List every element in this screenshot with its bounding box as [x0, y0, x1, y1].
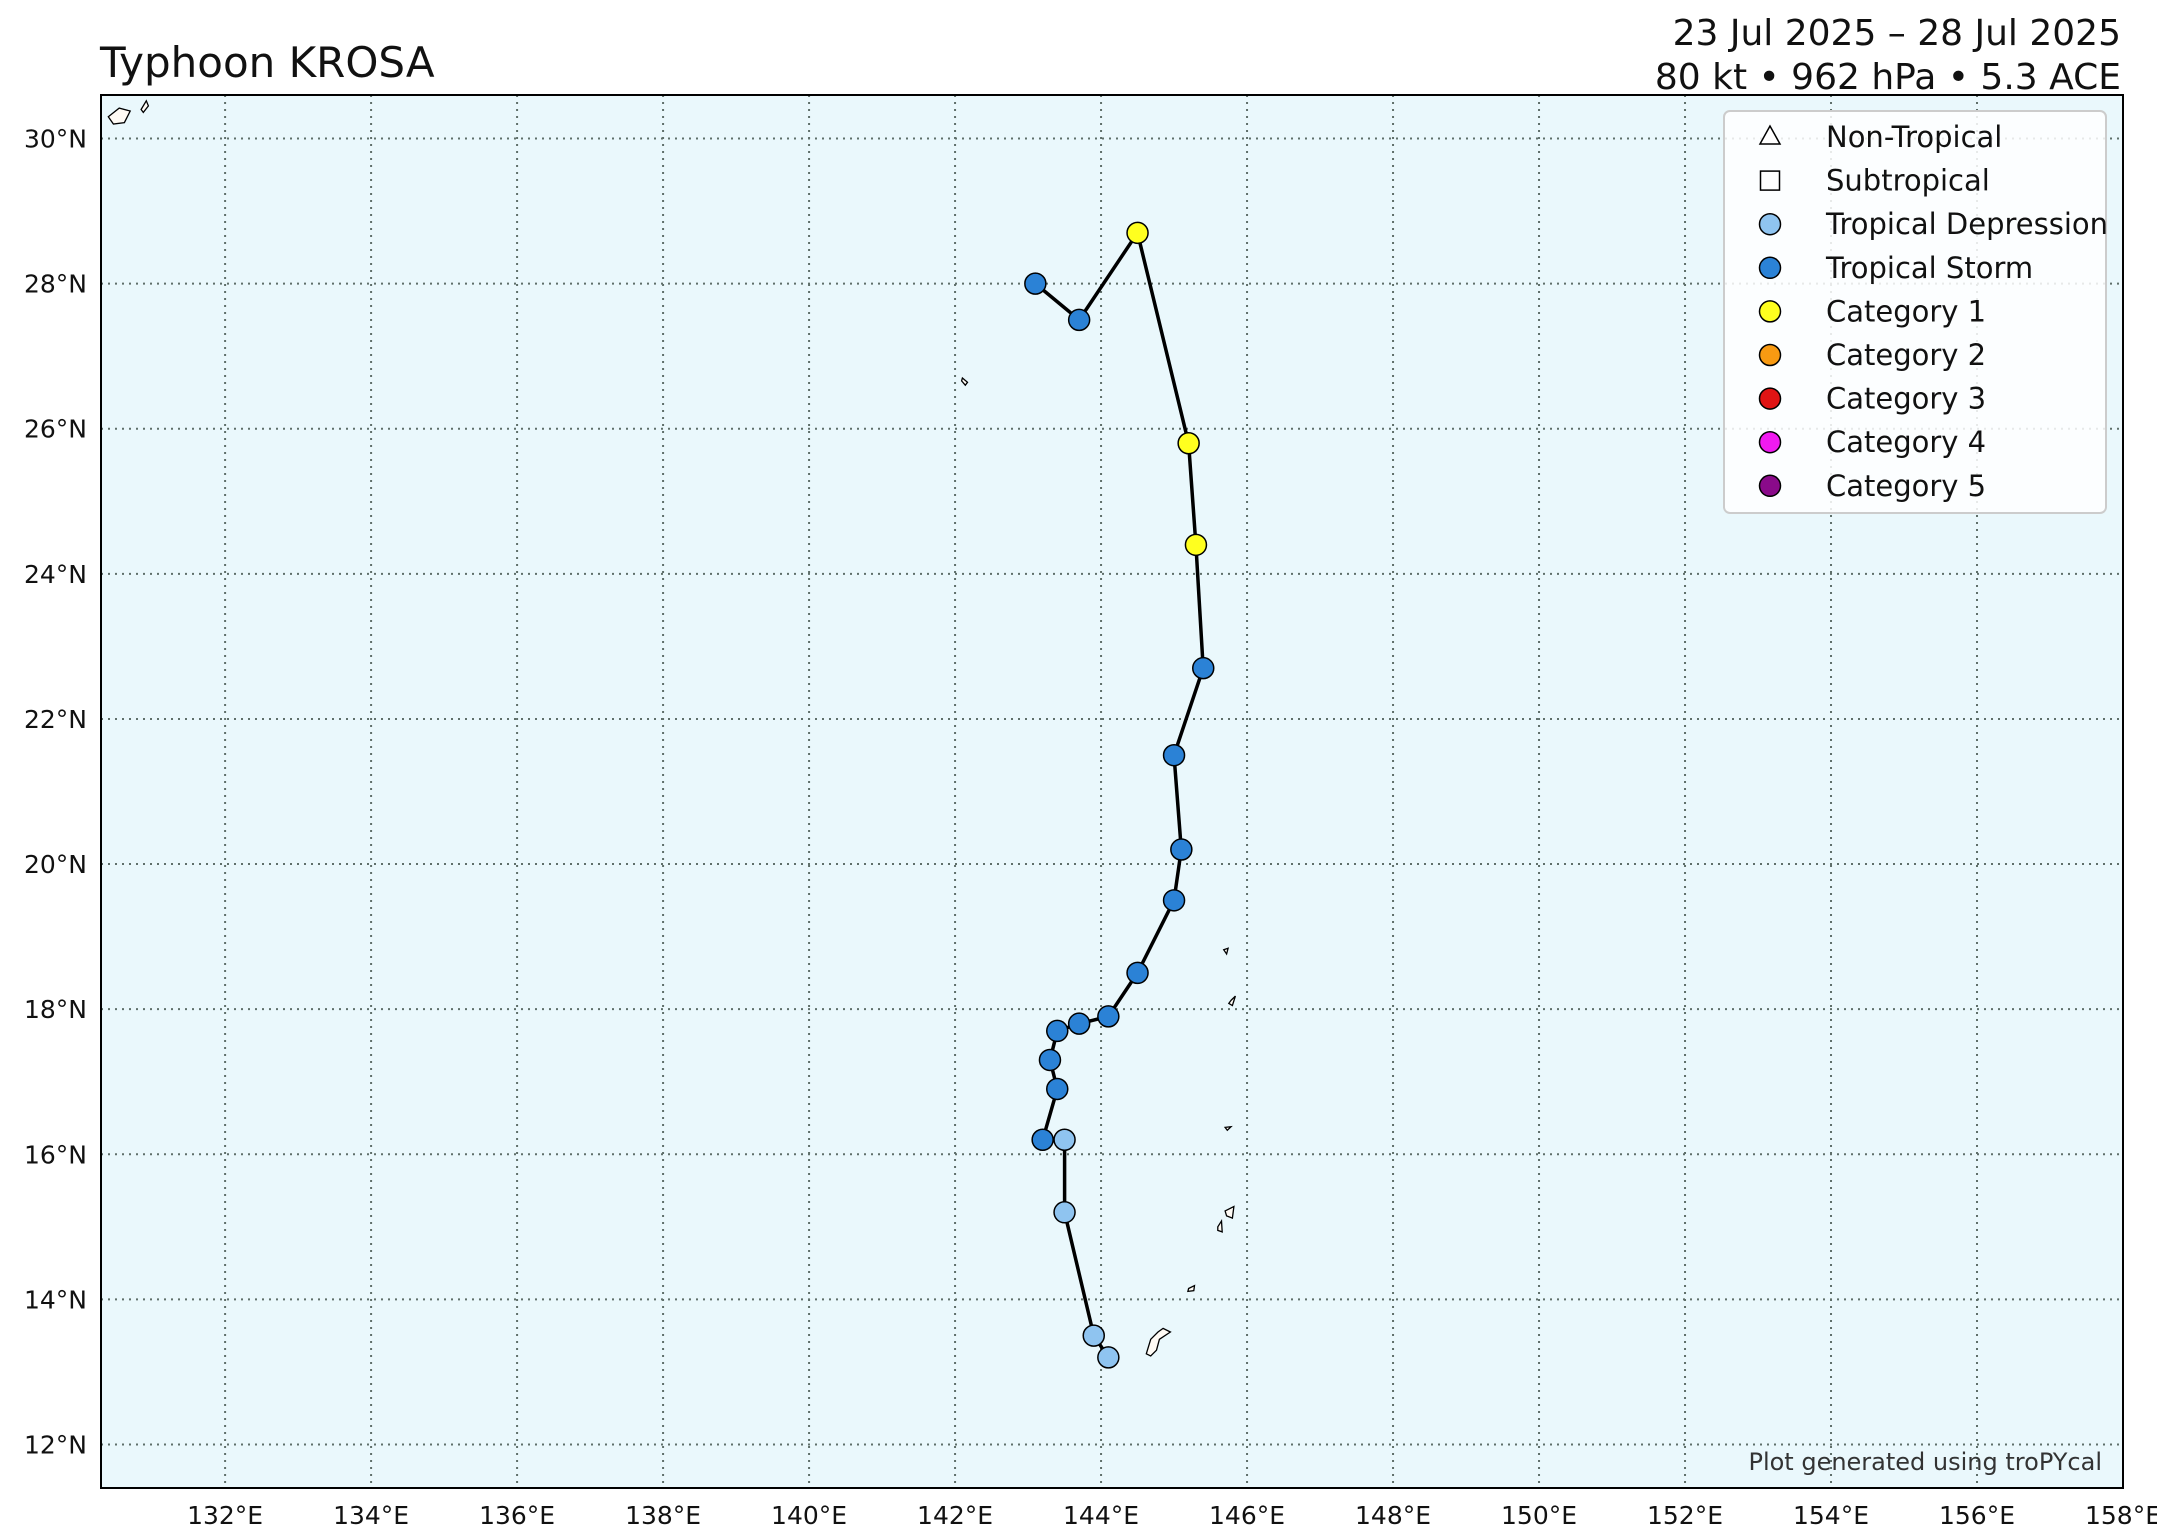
lon-tick-label: 154°E	[1793, 1501, 1869, 1530]
lat-tick-label: 30°N	[24, 125, 87, 154]
track-point-tropical-storm	[1046, 1019, 1069, 1043]
track-point-tropical-storm	[1031, 1128, 1054, 1151]
lat-tick-label: 26°N	[24, 415, 87, 444]
storm-track-points	[1024, 221, 1215, 1369]
track-point-category-1	[1126, 221, 1149, 245]
legend-label: Category 3	[1826, 382, 1986, 416]
legend-marker	[1758, 124, 1782, 145]
lon-tick-label: 144°E	[1063, 1501, 1139, 1530]
island	[1222, 947, 1230, 956]
island	[1223, 1125, 1233, 1132]
lon-tick-label: 156°E	[1939, 1501, 2015, 1530]
lon-tick-label: 150°E	[1501, 1501, 1577, 1530]
island	[1217, 1218, 1223, 1233]
track-point-category-1	[1177, 432, 1200, 455]
lat-tick-label: 20°N	[24, 850, 87, 879]
legend-marker	[1758, 430, 1782, 454]
legend-label: Category 2	[1826, 338, 1986, 372]
lon-tick-label: 146°E	[1209, 1501, 1285, 1530]
track-point-tropical-depression	[1053, 1128, 1076, 1151]
lon-tick-label: 138°E	[625, 1501, 701, 1530]
lat-tick-label: 18°N	[24, 995, 87, 1024]
lat-tick-label: 22°N	[24, 705, 87, 734]
island	[107, 107, 132, 125]
legend-marker	[1759, 170, 1781, 191]
lat-tick-label: 28°N	[24, 270, 87, 299]
track-point-tropical-depression	[1053, 1201, 1076, 1224]
graticule	[101, 95, 2123, 1488]
islands	[107, 99, 1237, 1357]
legend-marker	[1758, 300, 1782, 323]
island	[1224, 1205, 1235, 1219]
credit-text: Plot generated using troPYcal	[1748, 1448, 2102, 1476]
lat-tick-label: 12°N	[24, 1430, 87, 1459]
lon-tick-label: 134°E	[333, 1501, 409, 1530]
track-point-tropical-storm	[1038, 1048, 1062, 1072]
lon-tick-label: 132°E	[187, 1501, 263, 1530]
track-point-tropical-storm	[1126, 961, 1149, 985]
legend-marker	[1758, 256, 1782, 280]
track-point-category-1	[1184, 533, 1208, 557]
legend-label: Tropical Depression	[1825, 207, 2108, 241]
legend-marker	[1758, 474, 1782, 498]
track-point-tropical-storm	[1046, 1077, 1069, 1101]
lon-tick-label: 140°E	[771, 1501, 847, 1530]
lon-tick-label: 148°E	[1355, 1501, 1431, 1530]
lon-tick-label: 152°E	[1647, 1501, 1723, 1530]
storm-summary: 23 Jul 2025 – 28 Jul 2025 80 kt • 962 hP…	[1655, 12, 2121, 100]
track-point-tropical-storm	[1024, 272, 1047, 295]
legend-label: Category 1	[1826, 294, 1986, 328]
track-point-tropical-storm	[1067, 308, 1091, 332]
lon-tick-label: 158°E	[2085, 1501, 2157, 1530]
legend-label: Subtropical	[1826, 164, 1990, 198]
island	[1145, 1327, 1172, 1357]
date-range: 23 Jul 2025 – 28 Jul 2025	[1672, 13, 2121, 54]
island	[960, 376, 969, 387]
storm-title: Typhoon KROSA	[100, 38, 435, 87]
legend-marker	[1758, 212, 1782, 236]
lon-tick-label: 136°E	[479, 1501, 555, 1530]
legend-marker	[1758, 387, 1782, 410]
axis-tick-labels: 132°E 134°E 136°E 138°E 140°E 142°E 144°E 146°E…	[24, 125, 2157, 1530]
lon-tick-label: 142°E	[917, 1501, 993, 1530]
track-point-tropical-storm	[1191, 656, 1215, 680]
legend-label: Tropical Storm	[1825, 251, 2033, 285]
track-point-tropical-depression	[1082, 1324, 1106, 1347]
track-point-tropical-storm	[1097, 1005, 1120, 1028]
legend-box	[1723, 110, 2107, 514]
track-point-tropical-storm	[1162, 889, 1186, 912]
track-point-tropical-storm	[1170, 838, 1193, 861]
island	[140, 99, 150, 114]
legend-label: Non-Tropical	[1826, 120, 2002, 154]
lat-tick-label: 16°N	[24, 1140, 87, 1169]
lat-tick-label: 24°N	[24, 560, 87, 589]
track-point-tropical-depression	[1097, 1346, 1120, 1369]
track-point-tropical-storm	[1162, 743, 1186, 767]
island	[1187, 1284, 1196, 1293]
storm-stats: 80 kt • 962 hPa • 5.3 ACE	[1654, 57, 2121, 98]
lat-tick-label: 14°N	[24, 1285, 87, 1314]
legend-marker	[1758, 343, 1782, 367]
island	[1227, 995, 1237, 1007]
map-frame	[100, 94, 2124, 1489]
legend-label: Category 4	[1826, 425, 1986, 459]
track-point-tropical-storm	[1067, 1012, 1091, 1035]
legend: Non-Tropical Subtropical Tropical Depressi…	[1723, 110, 2108, 514]
legend-label: Category 5	[1826, 469, 1986, 503]
